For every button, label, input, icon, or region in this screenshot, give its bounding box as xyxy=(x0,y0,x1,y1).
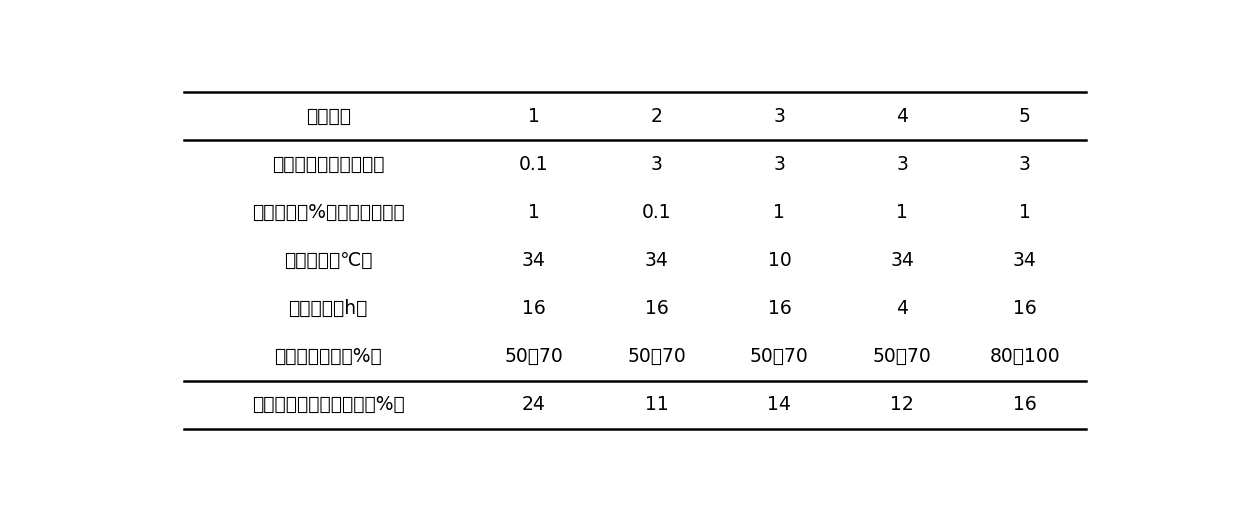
Text: 16: 16 xyxy=(1014,395,1037,414)
Text: 16: 16 xyxy=(767,299,792,318)
Text: 培养温度（℃）: 培养温度（℃） xyxy=(284,251,373,270)
Text: 50～70: 50～70 xyxy=(627,347,686,366)
Text: 16: 16 xyxy=(1014,299,1037,318)
Text: 对比方案: 对比方案 xyxy=(306,107,351,126)
Text: 11: 11 xyxy=(644,395,669,414)
Text: 对生物膜形成的抑制率（%）: 对生物膜形成的抑制率（%） xyxy=(252,395,404,414)
Text: 4: 4 xyxy=(896,299,908,318)
Text: 5: 5 xyxy=(1018,107,1031,126)
Text: 0.1: 0.1 xyxy=(642,203,672,222)
Text: 1: 1 xyxy=(1018,203,1031,222)
Text: 34: 34 xyxy=(522,251,546,270)
Text: 16: 16 xyxy=(644,299,669,318)
Text: 0.1: 0.1 xyxy=(519,155,549,174)
Text: 硫酸铵饱和度（%）: 硫酸铵饱和度（%） xyxy=(274,347,382,366)
Text: 1: 1 xyxy=(528,107,540,126)
Text: 80～100: 80～100 xyxy=(990,347,1061,366)
Text: 50～70: 50～70 xyxy=(872,347,932,366)
Text: 12: 12 xyxy=(891,395,914,414)
Text: 14: 14 xyxy=(767,395,792,414)
Text: 4: 4 xyxy=(896,107,908,126)
Text: 34: 34 xyxy=(891,251,914,270)
Text: 1: 1 xyxy=(773,203,786,222)
Text: 接种量（体积百分比）: 接种量（体积百分比） xyxy=(271,155,384,174)
Text: 3: 3 xyxy=(773,107,786,126)
Text: 2: 2 xyxy=(650,107,663,126)
Text: 1: 1 xyxy=(528,203,540,222)
Text: 蔗糖浓度（%，质量体积比）: 蔗糖浓度（%，质量体积比） xyxy=(252,203,404,222)
Text: 3: 3 xyxy=(650,155,663,174)
Text: 10: 10 xyxy=(767,251,792,270)
Text: 发酵时间（h）: 发酵时间（h） xyxy=(289,299,368,318)
Text: 34: 34 xyxy=(644,251,669,270)
Text: 1: 1 xyxy=(896,203,908,222)
Text: 24: 24 xyxy=(522,395,546,414)
Text: 50～70: 50～70 xyxy=(504,347,564,366)
Text: 16: 16 xyxy=(522,299,545,318)
Text: 3: 3 xyxy=(773,155,786,174)
Text: 3: 3 xyxy=(1018,155,1031,174)
Text: 3: 3 xyxy=(896,155,908,174)
Text: 34: 34 xyxy=(1014,251,1037,270)
Text: 50～70: 50～70 xyxy=(750,347,809,366)
